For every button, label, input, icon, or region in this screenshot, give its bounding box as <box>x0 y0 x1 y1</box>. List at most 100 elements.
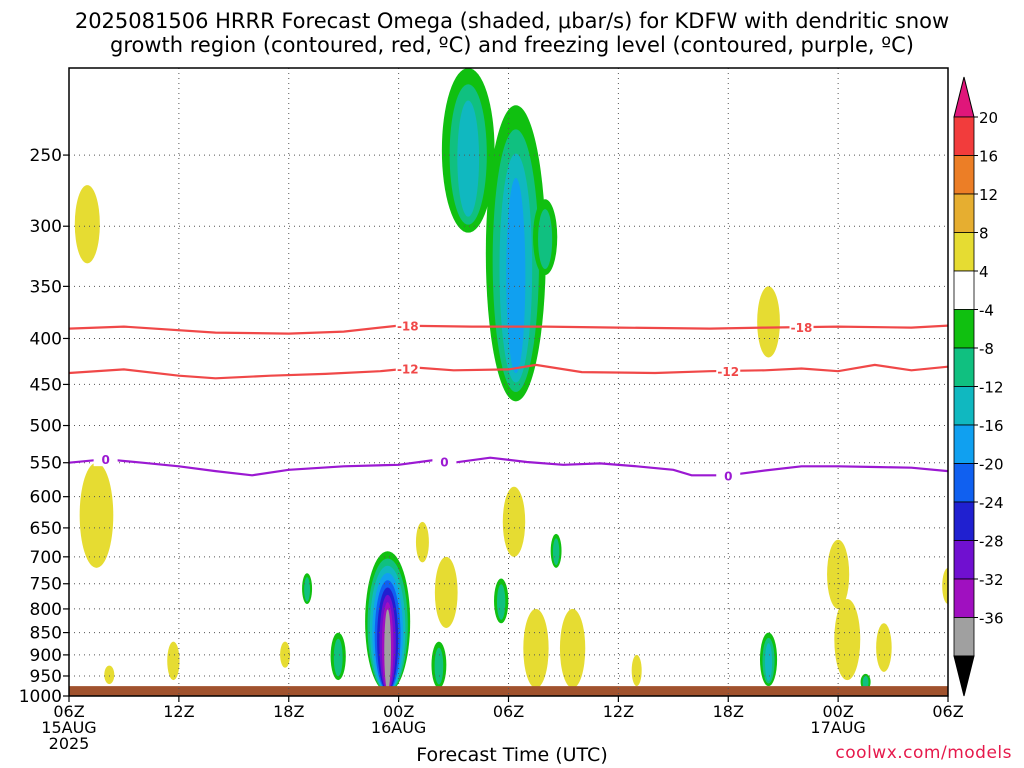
colorbar-segment-7 <box>953 386 975 426</box>
y-tick-label-400: 400 <box>30 329 62 349</box>
contour-line-2 <box>69 456 948 477</box>
y-tick-label-450: 450 <box>30 375 62 395</box>
contour-label-bg-2-1 <box>432 454 457 469</box>
x-tick-label-42-1: 17AUG <box>810 718 865 737</box>
y-tick-label-600: 600 <box>30 488 62 508</box>
y-tick-label-500: 500 <box>30 417 62 437</box>
colorbar-label-9: -20 <box>979 456 1004 474</box>
y-tick-label-800: 800 <box>30 600 62 620</box>
omega-feature-16-level-1 <box>552 538 560 566</box>
y-tick-label-300: 300 <box>30 217 62 237</box>
omega-feature-15-level-1 <box>538 209 553 270</box>
omega-feature-21-level-0 <box>757 286 780 358</box>
colorbar-label-4: 4 <box>979 263 989 281</box>
contour-label-1-1: -12 <box>717 365 739 379</box>
colorbar-segment-9 <box>953 463 975 503</box>
omega-feature-11-level-2 <box>457 100 480 217</box>
colorbar-segment-4 <box>953 270 975 310</box>
colorbar-segment-5 <box>953 309 975 349</box>
contour-line-0 <box>69 324 948 335</box>
omega-feature-4-level-0 <box>280 641 291 668</box>
omega-feature-12-level-1 <box>496 584 506 620</box>
contour-label-bg-0-0 <box>395 318 420 333</box>
contour-line-1 <box>69 363 948 380</box>
omega-feature-18-level-1 <box>565 619 580 682</box>
colorbar-segment-12 <box>953 578 975 618</box>
colorbar-label-12: -32 <box>979 571 1004 589</box>
omega-feature-22-level-0 <box>827 539 850 609</box>
omega-feature-10-level-1 <box>434 647 444 685</box>
colorbar-label-10: -24 <box>979 494 1004 512</box>
colorbar-label-3: 8 <box>979 225 989 243</box>
x-tick-label-18-1: 16AUG <box>371 718 426 737</box>
y-tick-label-700: 700 <box>30 548 62 568</box>
contour-label-bg-2-2 <box>716 468 741 483</box>
omega-feature-17-level-0 <box>523 608 549 689</box>
x-tick-label-6-0: 12Z <box>163 702 194 721</box>
colorbar-segment-3 <box>953 232 975 272</box>
colorbar-segment-13 <box>953 617 975 657</box>
omega-feature-0-level-0 <box>74 185 100 264</box>
colorbar-label-11: -28 <box>979 533 1004 551</box>
colorbar-segment-2 <box>953 193 975 233</box>
contour-label-2-0: 0 <box>101 453 109 467</box>
colorbar-segment-11 <box>953 540 975 580</box>
omega-feature-6-level-1 <box>333 638 343 677</box>
contour-label-bg-0-1 <box>789 320 814 335</box>
colorbar-label-13: -36 <box>979 610 1004 628</box>
y-tick-label-650: 650 <box>30 519 62 539</box>
y-tick-label-350: 350 <box>30 277 62 297</box>
colorbar: 20 16 12 8 4 -4 -8 -12 -16 -20 -24 -28 -32 -36 <box>953 76 1004 697</box>
y-tick-label-1000: 1000 <box>19 687 62 707</box>
omega-feature-8-level-0 <box>415 521 429 563</box>
omega-feature-23-level-1 <box>839 609 855 674</box>
colorbar-segment-10 <box>953 501 975 541</box>
omega-feature-14-level-0 <box>502 486 526 557</box>
colorbar-segment-1 <box>953 155 975 195</box>
colorbar-segment-8 <box>953 424 975 464</box>
colorbar-label-6: -8 <box>979 340 994 358</box>
omega-feature-20-level-2 <box>765 643 773 681</box>
chart-title-line-1: 2025081506 HRRR Forecast Omega (shaded, … <box>74 9 950 33</box>
x-tick-label-30-0: 12Z <box>603 702 634 721</box>
credit-link[interactable]: coolwx.com/models <box>835 743 1012 763</box>
contour-label-bg-1-0 <box>395 361 420 376</box>
colorbar-label-5: -4 <box>979 302 994 320</box>
omega-feature-24-level-1 <box>862 676 869 689</box>
x-axis-title: Forecast Time (UTC) <box>416 744 608 766</box>
omega-feature-19-level-0 <box>631 654 642 687</box>
colorbar-label-7: -12 <box>979 379 1004 397</box>
colorbar-label-8: -16 <box>979 417 1004 435</box>
colorbar-bottom-arrow <box>953 655 975 697</box>
omega-feature-13-level-3 <box>506 177 526 374</box>
contour-label-bg-2-0 <box>93 452 118 467</box>
contour-label-1-0: -12 <box>397 362 419 376</box>
x-tick-label-42-0: 00Z <box>822 702 853 721</box>
omega-feature-25-level-0 <box>876 623 892 672</box>
colorbar-segment-6 <box>953 347 975 387</box>
y-tick-label-900: 900 <box>30 646 62 666</box>
omega-feature-7-level-8 <box>384 609 391 691</box>
omega-feature-26-level-0 <box>942 567 948 605</box>
omega-feature-1-level-0 <box>79 462 114 568</box>
omega-feature-3-level-0 <box>167 641 180 681</box>
colorbar-label-1: 16 <box>979 148 998 166</box>
omega-feature-2-level-0 <box>104 665 115 685</box>
x-tick-label-48-0: 06Z <box>932 702 963 721</box>
y-tick-label-550: 550 <box>30 454 62 474</box>
x-tick-label-12-0: 18Z <box>273 702 304 721</box>
x-tick-label-18-0: 00Z <box>383 702 414 721</box>
colorbar-segment-0 <box>953 116 975 156</box>
contour-label-0-0: -18 <box>397 320 419 334</box>
colorbar-top-arrow <box>953 76 975 118</box>
x-tick-label-0-1: 15AUG <box>41 718 96 737</box>
y-tick-label-950: 950 <box>30 667 62 687</box>
colorbar-label-2: 12 <box>979 186 998 204</box>
colorbar-label-0: 20 <box>979 109 998 127</box>
contour-label-2-2: 0 <box>724 469 732 483</box>
x-tick-label-0-0: 06Z <box>53 702 84 721</box>
y-tick-label-750: 750 <box>30 575 62 595</box>
x-tick-label-36-0: 18Z <box>713 702 744 721</box>
contour-label-2-1: 0 <box>440 455 448 469</box>
